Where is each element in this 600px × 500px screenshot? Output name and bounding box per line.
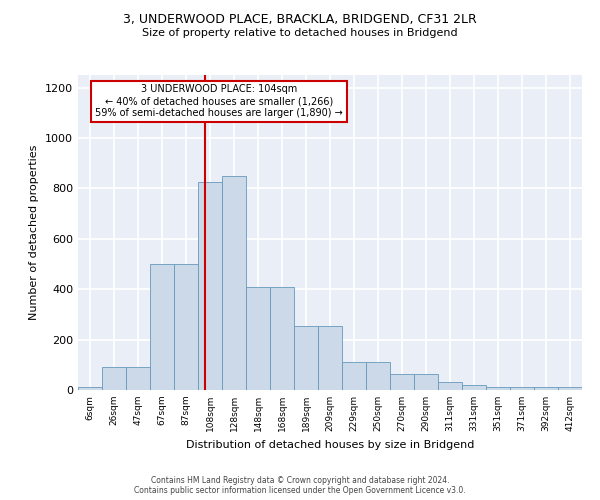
Text: 3, UNDERWOOD PLACE, BRACKLA, BRIDGEND, CF31 2LR: 3, UNDERWOOD PLACE, BRACKLA, BRIDGEND, C…: [123, 12, 477, 26]
Bar: [270, 286, 294, 390]
Bar: [174, 264, 198, 390]
Text: Size of property relative to detached houses in Bridgend: Size of property relative to detached ho…: [142, 28, 458, 38]
X-axis label: Distribution of detached houses by size in Bridgend: Distribution of detached houses by size …: [186, 440, 474, 450]
Bar: [534, 386, 558, 390]
Bar: [390, 374, 414, 390]
Bar: [222, 176, 246, 390]
Bar: [126, 368, 150, 390]
Y-axis label: Number of detached properties: Number of detached properties: [29, 145, 40, 320]
Bar: [558, 388, 582, 390]
Bar: [438, 382, 462, 390]
Text: Contains HM Land Registry data © Crown copyright and database right 2024.
Contai: Contains HM Land Registry data © Crown c…: [134, 476, 466, 495]
Bar: [246, 286, 270, 390]
Bar: [294, 326, 318, 390]
Bar: [414, 374, 438, 390]
Bar: [318, 326, 342, 390]
Bar: [486, 386, 510, 390]
Bar: [198, 182, 222, 390]
Bar: [102, 368, 126, 390]
Bar: [150, 264, 174, 390]
Bar: [366, 362, 390, 390]
Bar: [342, 362, 366, 390]
Bar: [510, 386, 534, 390]
Bar: [462, 385, 486, 390]
Bar: [78, 388, 102, 390]
Text: 3 UNDERWOOD PLACE: 104sqm
← 40% of detached houses are smaller (1,266)
59% of se: 3 UNDERWOOD PLACE: 104sqm ← 40% of detac…: [95, 84, 343, 117]
